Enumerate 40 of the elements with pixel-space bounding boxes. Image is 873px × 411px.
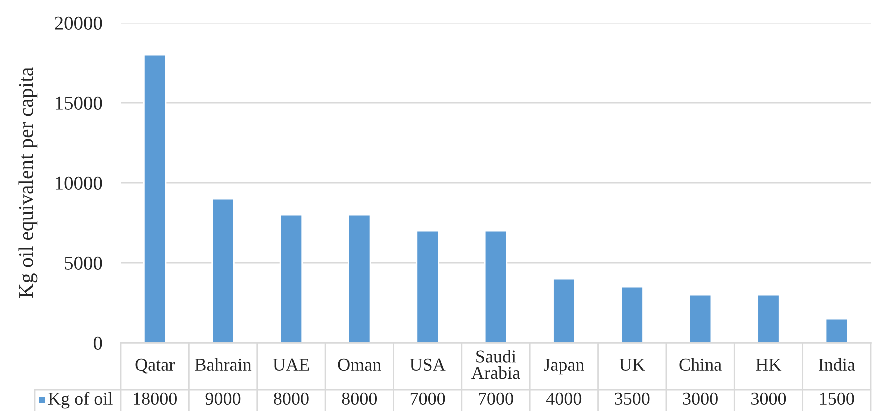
data-label: 3000: [683, 392, 718, 406]
bar: [552, 278, 576, 343]
bar: [757, 294, 780, 343]
bar: [212, 198, 235, 343]
data-label: 18000: [134, 392, 177, 406]
data-label: 3000: [752, 392, 786, 406]
data-label: 8000: [274, 392, 309, 406]
y-axis-title: Kg oil equivalent per capita: [18, 68, 38, 298]
y-tick-label: 10000: [56, 176, 102, 190]
data-label: 7000: [410, 392, 446, 406]
x-tick-label: Qatar: [136, 358, 175, 374]
x-tick-label: India: [819, 358, 856, 372]
data-label: 8000: [342, 392, 378, 406]
x-tick-label: UAE: [273, 358, 310, 372]
data-label: 4000: [546, 392, 582, 406]
data-label: 7000: [479, 392, 514, 406]
x-tick-label: Bahrain: [195, 358, 252, 372]
x-tick-label: Oman: [338, 358, 382, 372]
bar: [688, 294, 712, 343]
y-tick-label: 0: [94, 336, 102, 350]
bar: [620, 286, 644, 343]
bar: [416, 230, 440, 343]
x-tick-label: USA: [410, 358, 446, 372]
legend-label: Kg of oil: [48, 392, 113, 409]
y-tick-label: 5000: [65, 256, 102, 270]
bar: [348, 214, 372, 343]
data-label: 9000: [206, 392, 241, 406]
x-tick-label: HK: [756, 359, 782, 371]
x-tick-label: Saudi Arabia: [472, 350, 520, 380]
data-label: 1500: [820, 392, 854, 406]
x-tick-label: Japan: [544, 359, 584, 375]
y-tick-label: 15000: [56, 96, 102, 110]
x-tick-label: UK: [620, 359, 646, 372]
x-tick-label: China: [680, 358, 722, 372]
bar: [825, 318, 849, 343]
y-tick-label: 20000: [55, 16, 102, 30]
bar: [484, 230, 508, 343]
bar: [143, 54, 167, 343]
bar: [280, 214, 304, 343]
data-label: 3500: [615, 392, 650, 406]
